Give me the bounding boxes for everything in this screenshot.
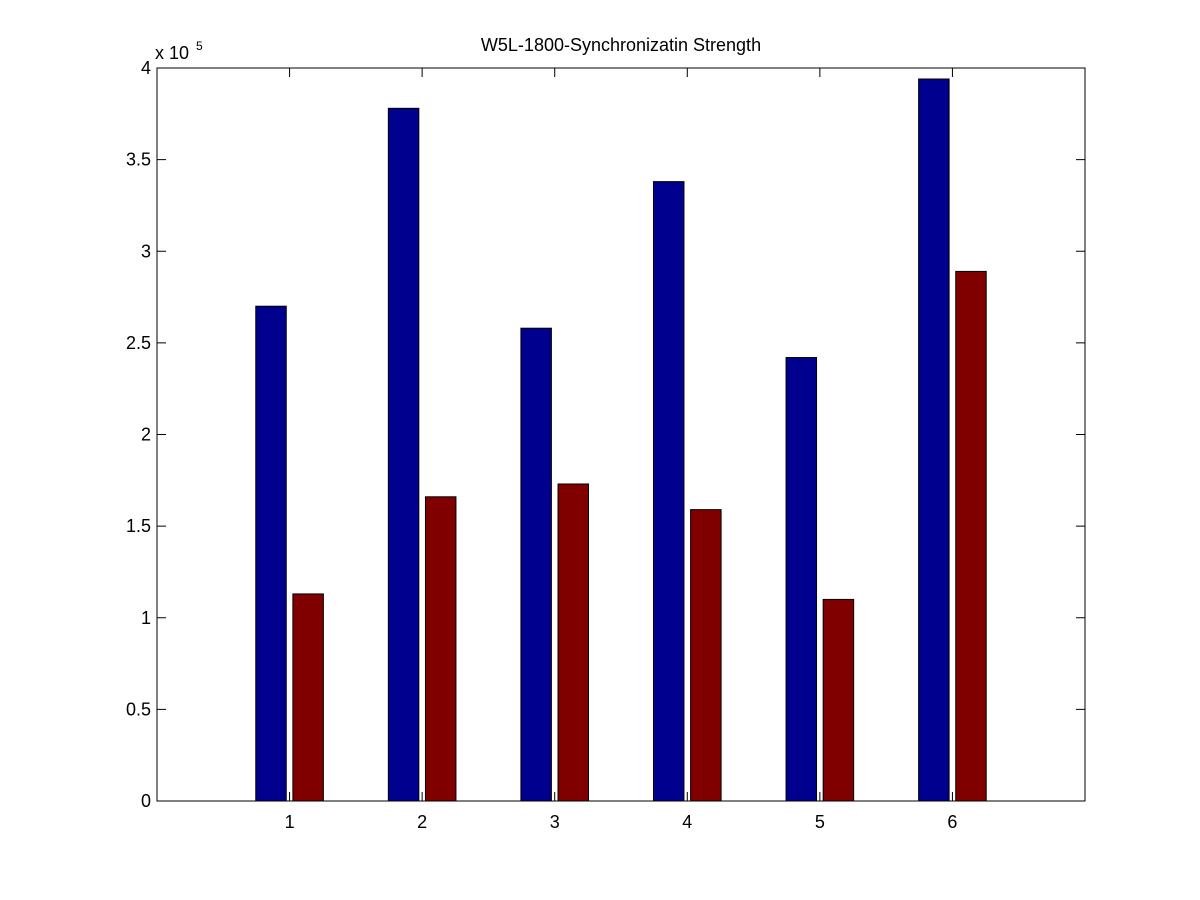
y-tick-label: 3: [141, 241, 151, 261]
x-tick-label: 6: [947, 812, 957, 832]
bar-series-2-cat-3: [557, 483, 590, 802]
y-tick-label: 0: [141, 791, 151, 811]
chart-title: W5L-1800-Synchronizatin Strength: [481, 35, 761, 55]
bar-series-1-cat-1: [255, 305, 287, 802]
plot-frame: [156, 67, 1086, 802]
bar-series-2-cat-5: [822, 598, 855, 802]
bar-series-2-cat-4: [690, 509, 722, 802]
x-tick-label: 5: [815, 812, 825, 832]
bar-series-1-cat-3: [520, 327, 552, 802]
y-tick-label: 2.5: [126, 333, 151, 353]
y-tick-label: 1.5: [126, 516, 151, 536]
bar-series-2-cat-1: [292, 593, 324, 802]
y-tick-label: 1: [141, 608, 151, 628]
y-axis-exponent-prefix: x 10: [155, 43, 189, 63]
x-tick-label: 3: [550, 812, 560, 832]
y-axis-exponent-power: 5: [196, 39, 203, 53]
bar-series-1-cat-6: [918, 78, 950, 802]
x-tick-label: 4: [682, 812, 692, 832]
bar-series-1-cat-2: [387, 107, 420, 802]
y-tick-label: 3.5: [126, 150, 151, 170]
y-tick-label: 0.5: [126, 699, 151, 719]
x-tick-label: 1: [285, 812, 295, 832]
bars-layer: [255, 78, 987, 802]
bar-series-1-cat-5: [785, 357, 818, 802]
bar-series-1-cat-4: [652, 181, 685, 802]
y-axis-exponent-label: x 10 5: [155, 39, 203, 63]
bar-series-2-cat-6: [955, 270, 987, 802]
x-tick-label: 2: [417, 812, 427, 832]
bar-series-2-cat-2: [424, 496, 457, 802]
y-tick-label: 4: [141, 58, 151, 78]
ticks-layer: 1 2 3 4 5 6 0 0.5 1 1.5 2 2.5 3 3.5 4: [126, 58, 1085, 832]
y-tick-label: 2: [141, 425, 151, 445]
